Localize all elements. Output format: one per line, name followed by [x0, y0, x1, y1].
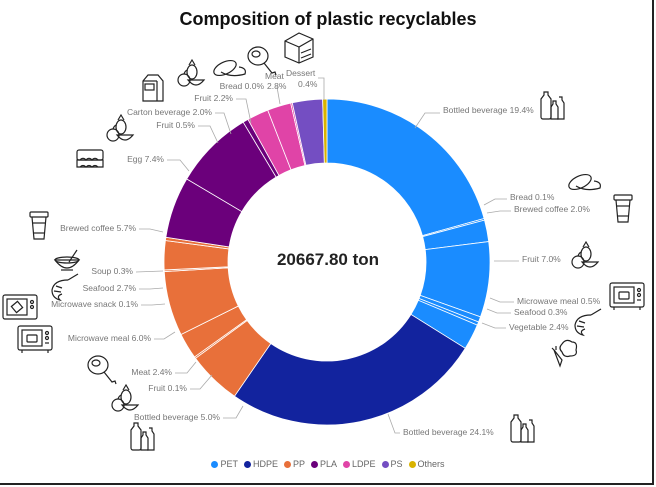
legend-item-ps[interactable]: PS [381, 459, 403, 469]
egg-carton-icon [76, 149, 104, 168]
bottles-icon [540, 91, 565, 120]
leader-line [387, 413, 400, 434]
slice-label: Fruit 7.0% [522, 254, 561, 264]
meat-icon [247, 46, 277, 76]
leader-line [223, 405, 244, 419]
legend-label: PP [292, 459, 305, 469]
slice-label: Bottled beverage 5.0% [134, 412, 220, 422]
leader-line [318, 77, 325, 100]
slice-label: Carton beverage 2.0% [127, 107, 212, 117]
slice-label: Egg 7.4% [127, 154, 164, 164]
microwave-icon [17, 325, 53, 353]
leader-line [190, 374, 213, 390]
leader-line [481, 322, 506, 329]
leader-line [141, 303, 166, 306]
bottles-icon [510, 414, 535, 443]
fruit-icon [111, 383, 140, 412]
legend-label: PS [390, 459, 403, 469]
slice-label: 0.4% [298, 79, 318, 89]
leader-line [167, 159, 190, 172]
slice-label: Fruit 0.1% [148, 383, 187, 393]
bread-icon [213, 59, 246, 77]
microwave-icon [609, 282, 645, 310]
legend-label: PLA [319, 459, 337, 469]
leader-line [198, 125, 219, 144]
leader-line [215, 112, 232, 135]
vegetable-icon [551, 339, 578, 368]
soup-bowl-icon [53, 249, 81, 271]
legend-item-pet[interactable]: PET [211, 459, 238, 469]
legend-item-ldpe[interactable]: LDPE [343, 459, 376, 469]
milk-carton-icon [142, 74, 164, 102]
shrimp-icon [574, 308, 602, 337]
legend-dot-icon [310, 460, 318, 468]
fruit-icon [106, 113, 135, 142]
slice-hdpe-bottled-beverage[interactable] [233, 313, 466, 426]
meat-icon [87, 355, 117, 385]
slice-label: Bread 0.1% [510, 192, 555, 202]
slice-label: Seafood 2.7% [83, 283, 137, 293]
leader-line [483, 198, 507, 206]
leader-line [135, 270, 164, 273]
shrimp-icon [51, 273, 79, 302]
slice-label: Meat [265, 71, 285, 81]
leader-line [154, 331, 176, 340]
slice-label: Dessert [286, 68, 316, 78]
legend-label: HDPE [252, 459, 278, 469]
fruit-icon [177, 58, 206, 87]
microwave-snack-icon [2, 294, 38, 320]
legend-item-others[interactable]: Others [408, 459, 445, 469]
legend-item-pla[interactable]: PLA [310, 459, 337, 469]
coffee-cup-icon [29, 211, 49, 240]
bread-icon [568, 173, 601, 191]
bottles-icon [130, 422, 155, 451]
slice-label: Soup 0.3% [91, 266, 133, 276]
slice-label: Brewed coffee 2.0% [514, 204, 590, 214]
slice-label: Bottled beverage 19.4% [443, 105, 534, 115]
leader-line [276, 86, 281, 105]
fruit-icon [571, 240, 600, 269]
slice-label: Bread 0.0% [220, 81, 265, 91]
slice-label: Fruit 2.2% [194, 93, 233, 103]
leader-line [175, 361, 197, 374]
chart-title: Composition of plastic recyclables [179, 9, 477, 29]
legend-dot-icon [408, 460, 416, 468]
leader-line [486, 210, 511, 214]
leader-line [139, 287, 164, 290]
coffee-cup-icon [613, 194, 633, 223]
leader-line [414, 112, 440, 129]
cake-icon [284, 32, 314, 64]
leader-line [489, 297, 514, 303]
slice-label: Meat 2.4% [131, 367, 172, 377]
slice-label: 2.8% [267, 81, 287, 91]
legend-dot-icon [243, 460, 251, 468]
legend-item-pp[interactable]: PP [283, 459, 305, 469]
slice-label: Microwave meal 6.0% [68, 333, 152, 343]
leader-line [486, 308, 511, 314]
legend-dot-icon [211, 460, 219, 468]
slice-label: Fruit 0.5% [156, 120, 195, 130]
center-total-label: 20667.80 ton [276, 250, 380, 269]
slice-label: Brewed coffee 5.7% [60, 223, 136, 233]
chart-legend: PET HDPE PP PLA LDPE PS Others [0, 459, 656, 469]
legend-label: LDPE [352, 459, 376, 469]
leader-line [139, 228, 164, 233]
slice-pet-bottled-beverage[interactable] [326, 98, 485, 237]
legend-dot-icon [283, 460, 291, 468]
legend-dot-icon [343, 460, 350, 468]
slice-label: Bottled beverage 24.1% [403, 427, 494, 437]
legend-dot-icon [381, 460, 389, 468]
slice-label: Seafood 0.3% [514, 307, 568, 317]
slice-label: Vegetable 2.4% [509, 322, 569, 332]
legend-label: PET [220, 459, 238, 469]
leader-line [236, 98, 252, 124]
legend-label: Others [417, 459, 445, 469]
slice-label: Microwave meal 0.5% [517, 296, 601, 306]
legend-item-hdpe[interactable]: HDPE [243, 459, 278, 469]
slice-label: Microwave snack 0.1% [51, 299, 138, 309]
